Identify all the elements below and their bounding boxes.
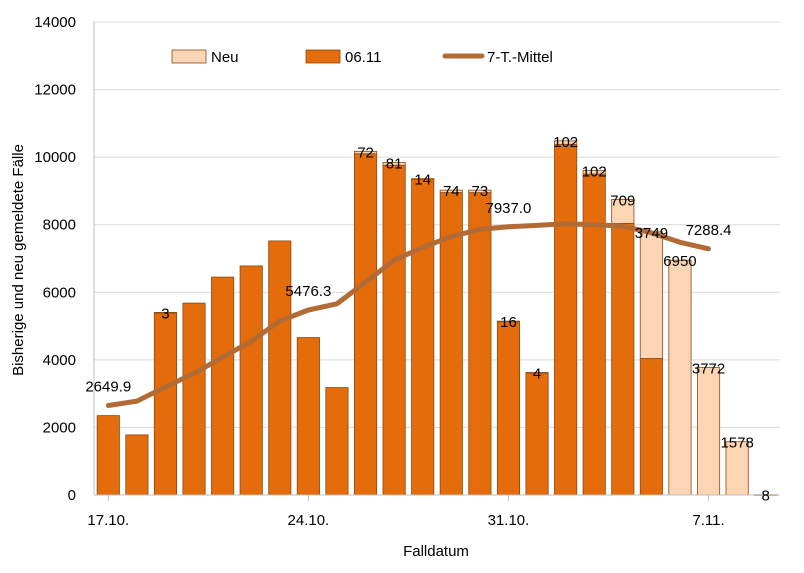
y-tick-label: 12000: [34, 82, 76, 99]
legend-swatch-neu: [171, 49, 207, 64]
bar-base: [268, 240, 292, 496]
bar-data-label: 102: [582, 164, 607, 181]
bar-base: [382, 164, 406, 496]
y-axis-tick-labels: 0 2000 4000 6000 8000 10000 12000 14000: [34, 14, 76, 504]
bar-neu: [496, 320, 521, 323]
bar-base: [153, 312, 178, 496]
bar-data-label: 4: [533, 366, 541, 383]
bar-base: [554, 143, 578, 496]
x-tick-label: 24.10.: [288, 512, 330, 529]
mean-data-label: 7288.4: [686, 222, 732, 239]
bar-neu: [411, 178, 435, 180]
bar-data-label: 3772: [692, 361, 725, 378]
bar-base: [611, 222, 635, 496]
y-tick-label: 10000: [34, 149, 76, 166]
bar-data-label: 8: [762, 488, 770, 505]
gridlines: [94, 21, 780, 428]
y-tick-label: 2000: [43, 419, 76, 436]
legend-swatch-base: [305, 49, 341, 64]
y-tick-label: 6000: [43, 284, 76, 301]
bars: [96, 140, 778, 496]
bar-neu: [153, 312, 178, 314]
bar-base: [525, 372, 549, 496]
bar-data-label: 3: [161, 305, 169, 322]
bar-data-label: 81: [386, 156, 403, 173]
bar-base: [239, 265, 263, 496]
axes: [93, 22, 780, 496]
mean-data-label: 5476.3: [285, 283, 331, 300]
x-tick-label: 31.10.: [488, 512, 530, 529]
y-tick-label: 0: [68, 487, 76, 504]
bar-data-label: 74: [443, 183, 460, 200]
x-axis-title: Falldatum: [403, 543, 469, 560]
bar-base: [296, 337, 320, 496]
bar-data-label: 6950: [663, 253, 696, 270]
bar-data-label: 72: [357, 144, 374, 161]
bar-base: [411, 178, 435, 496]
bar-neu: [468, 189, 492, 194]
bar-base: [182, 302, 206, 496]
y-tick-label: 4000: [43, 352, 76, 369]
bar-data-label: 3749: [635, 225, 668, 242]
mean-data-label: 7937.0: [486, 200, 532, 217]
bar-data-label: 16: [500, 314, 517, 331]
bar-neu: [696, 367, 721, 496]
bar-data-label: 73: [472, 183, 489, 200]
bar-neu: [353, 150, 378, 155]
bar-neu: [668, 259, 692, 496]
bar-base: [496, 321, 521, 496]
bar-data-label: 1578: [720, 435, 753, 452]
bar-neu: [525, 372, 549, 374]
mean-line: [105, 221, 711, 408]
mean-data-label: 2649.9: [85, 378, 131, 395]
bar-neu: [582, 170, 606, 175]
legend: Neu 06.11 7-T.-Mittel: [171, 49, 553, 66]
x-axis-tick-labels: 17.10. 24.10. 31.10. 7.11.: [87, 495, 725, 529]
bar-base: [211, 276, 235, 496]
bar-data-label: 102: [553, 134, 578, 151]
bar-data-label: 709: [610, 192, 635, 209]
legend-label-mean: 7-T.-Mittel: [487, 49, 553, 66]
bar-neu: [554, 140, 578, 145]
legend-label-base: 06.11: [345, 49, 381, 66]
bar-neu: [639, 231, 663, 359]
bar-base: [96, 415, 120, 496]
y-tick-label: 8000: [43, 217, 76, 234]
x-tick-label: 7.11.: [692, 512, 724, 529]
bar-base: [468, 192, 492, 496]
y-axis-title: Bisherige und neu gemeldete Fälle: [10, 144, 27, 376]
mean-line-group: [105, 221, 711, 408]
x-tick-label: 17.10.: [87, 512, 129, 529]
bar-base: [125, 434, 149, 496]
bar-neu: [382, 162, 406, 166]
y-tick-label: 14000: [34, 14, 76, 31]
bar-neu: [611, 199, 635, 224]
bar-base: [639, 358, 663, 496]
bar-base: [353, 153, 378, 496]
legend-label-neu: Neu: [211, 49, 239, 66]
bar-neu: [439, 189, 463, 194]
bar-base: [325, 387, 349, 496]
bar-data-label: 14: [414, 172, 431, 189]
